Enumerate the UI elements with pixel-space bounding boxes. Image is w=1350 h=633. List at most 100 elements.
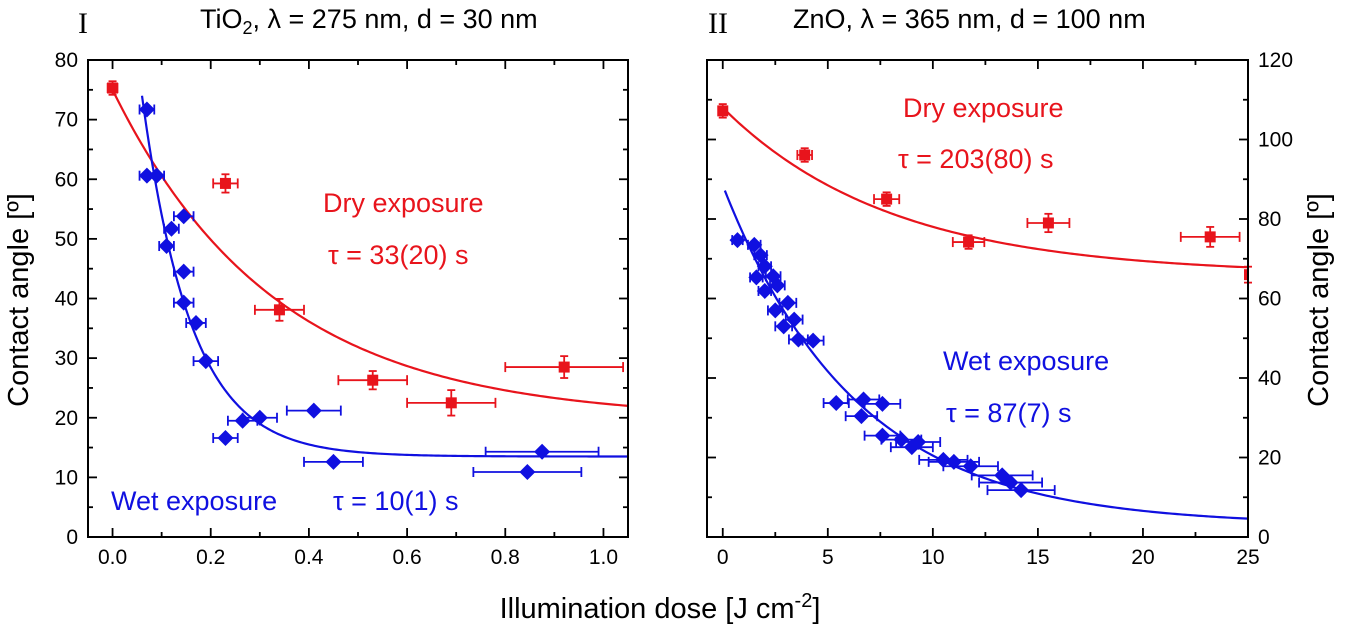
panel-ii-dry-point: [717, 103, 729, 119]
square-marker: [558, 361, 570, 373]
panel-ii-wet-point: [942, 458, 999, 475]
diamond-marker: [1013, 482, 1030, 499]
panel-i-wet-point: [173, 294, 195, 311]
panel-ii-wet-point: [863, 395, 902, 412]
x-axis-label: Illumination dose [J cm-2]: [500, 590, 821, 625]
diamond-marker: [158, 238, 175, 255]
panel-ii-dry-fit-curve: [721, 106, 1248, 269]
diamond-marker: [534, 443, 551, 460]
panel-ii-label: II: [708, 7, 728, 40]
y-tick-label: 60: [55, 168, 78, 191]
panel-ii-wet-point: [756, 258, 773, 275]
panel-i-wet-tau: τ = 10(1) s: [333, 486, 458, 516]
y-axis-label-left: Contact angle [º]: [3, 193, 35, 407]
diamond-marker: [779, 294, 796, 311]
y-tick-label: 40: [1258, 367, 1281, 390]
diamond-marker: [962, 458, 979, 475]
y-tick-label: 40: [55, 288, 78, 311]
panel-i-dry-point: [212, 173, 239, 194]
y-tick-label: 20: [1258, 447, 1281, 470]
diamond-marker: [1002, 474, 1019, 491]
square-marker: [881, 193, 893, 205]
square-marker: [367, 374, 379, 386]
x-tick-label: 1.0: [589, 546, 618, 569]
x-tick-label: 0: [717, 546, 729, 569]
panel-ii-dry-tau: τ = 203(80) s: [898, 144, 1054, 174]
y-tick-label: 80: [1258, 208, 1281, 231]
diamond-marker: [893, 431, 910, 448]
panel-ii-dry-point: [873, 191, 901, 207]
diamond-marker: [138, 167, 155, 184]
diamond-marker: [853, 408, 870, 425]
panel-i-dry-point: [337, 370, 408, 391]
diamond-marker: [234, 412, 251, 429]
panel-i-wet-point: [472, 464, 583, 481]
diamond-marker: [790, 331, 807, 348]
diamond-marker: [874, 395, 891, 412]
diamond-marker: [729, 232, 746, 249]
diamond-marker: [305, 402, 322, 419]
panel-i-dry-point: [406, 389, 497, 417]
panel-ii-wet-point: [784, 311, 804, 328]
panel-ii-wet-point: [729, 232, 746, 249]
panel-ii-wet-point: [767, 302, 784, 319]
panel-i-wet-point: [285, 402, 342, 419]
square-marker: [273, 304, 285, 316]
diamond-marker: [519, 464, 536, 481]
panel-ii-wet-point: [978, 474, 1044, 491]
y-tick-label: 60: [1258, 288, 1281, 311]
diamond-marker: [769, 277, 786, 294]
square-marker: [1244, 269, 1248, 281]
diamond-marker: [217, 430, 234, 447]
panel-i-dry-point: [504, 355, 624, 379]
x-tick-label: 0.4: [294, 546, 324, 569]
diamond-marker: [251, 409, 268, 426]
panel-i-dry-point: [106, 80, 119, 96]
square-marker: [717, 105, 729, 117]
y-tick-label: 20: [55, 407, 78, 430]
square-marker: [1042, 217, 1054, 229]
x-tick-label: 10: [921, 546, 944, 569]
panel-i-wet-point: [227, 412, 259, 429]
diamond-marker: [325, 453, 342, 470]
diamond-marker: [163, 220, 180, 237]
panel-i: I TiO2, λ = 275 nm, d = 30 nm Dry exposu…: [55, 4, 629, 569]
panel-i-label: I: [78, 7, 88, 40]
diamond-marker: [855, 391, 872, 408]
x-tick-label: 0.0: [98, 546, 127, 569]
diamond-marker: [775, 318, 792, 335]
y-tick-label: 0: [1258, 526, 1270, 549]
square-marker: [219, 177, 231, 189]
y-tick-label: 50: [55, 228, 78, 251]
panel-ii-dry-point: [1179, 226, 1241, 248]
panel-i-wet-point: [148, 167, 165, 184]
panel-ii-dry-point: [951, 234, 986, 250]
panel-ii-wet-point: [748, 269, 765, 286]
panel-ii-dry-label: Dry exposure: [903, 93, 1064, 123]
y-tick-label: 80: [55, 49, 78, 72]
panel-ii-wet-point: [970, 467, 1034, 484]
diamond-marker: [767, 302, 784, 319]
panel-ii-wet-point: [769, 277, 786, 294]
panel-ii-wet-point: [844, 408, 879, 425]
panel-i-wet-point: [158, 238, 175, 255]
panel-i-wet-point: [484, 443, 600, 460]
diamond-marker: [748, 269, 765, 286]
panel-i-wet-point: [303, 453, 364, 470]
panel-i-wet-label: Wet exposure: [111, 486, 277, 516]
y-tick-label: 120: [1258, 49, 1293, 72]
panel-ii-wet-point: [801, 332, 825, 349]
y-tick-label: 70: [55, 109, 78, 132]
panel-i-wet-point: [185, 314, 207, 331]
panel-ii: II ZnO, λ = 365 nm, d = 100 nm Dry expos…: [706, 4, 1293, 569]
diamond-marker: [746, 236, 763, 253]
panel-ii-wet-point: [846, 391, 881, 408]
y-tick-label: 30: [55, 347, 78, 370]
diamond-marker: [188, 314, 204, 331]
panel-i-wet-point: [212, 430, 239, 447]
square-marker: [107, 82, 119, 94]
panel-ii-title: ZnO, λ = 365 nm, d = 100 nm: [793, 4, 1146, 34]
diamond-marker: [756, 258, 773, 275]
diamond-marker: [175, 263, 192, 280]
panel-ii-wet-tau: τ = 87(7) s: [946, 398, 1071, 428]
